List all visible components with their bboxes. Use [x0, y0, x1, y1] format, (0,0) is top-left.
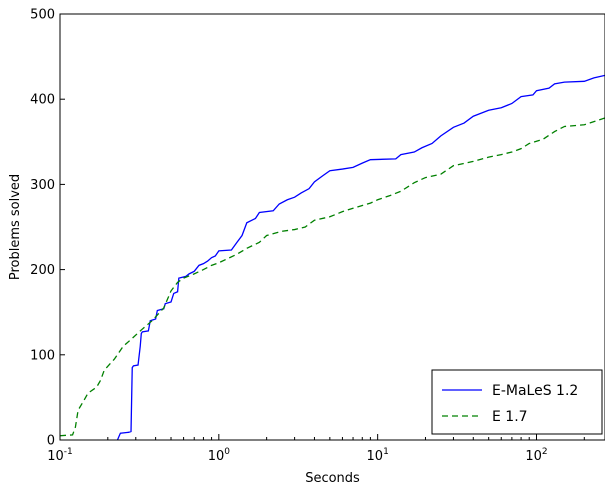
x-tick-exponent: 0	[224, 447, 230, 457]
plot-lines	[59, 74, 605, 441]
x-tick-exponent: -1	[64, 447, 73, 457]
x-tick-label: 101	[367, 447, 389, 464]
series-line-1	[116, 74, 605, 441]
x-tick-label: 100	[208, 447, 231, 464]
x-tick-label: 10-1	[47, 447, 73, 464]
y-tick-label: 300	[30, 178, 55, 193]
x-tick-exponent: 2	[542, 447, 548, 457]
x-axis: 10-1 100 101 102	[47, 434, 585, 464]
plot-frame	[59, 13, 605, 441]
legend-label-2: E 1.7	[492, 409, 528, 425]
x-axis-label: Seconds	[305, 471, 360, 486]
legend-label-1: E-MaLeS 1.2	[492, 383, 578, 399]
x-tick-label: 102	[525, 447, 547, 464]
legend-box	[431, 369, 603, 435]
y-tick-label: 100	[30, 348, 55, 363]
y-axis: 0 100 200 300 400 500	[30, 8, 65, 449]
x-tick-exponent: 1	[383, 447, 389, 457]
y-tick-label: 0	[47, 434, 55, 449]
x-tick-base: 10	[367, 449, 384, 464]
y-axis-label: Problems solved	[8, 174, 23, 280]
legend: E-MaLeS 1.2 E 1.7	[431, 369, 603, 435]
y-tick-label: 500	[30, 8, 55, 23]
y-tick-label: 200	[30, 263, 55, 278]
x-tick-base: 10	[208, 449, 225, 464]
x-tick-base: 10	[525, 449, 542, 464]
x-tick-base: 10	[47, 449, 64, 464]
series-line-2	[59, 117, 605, 437]
y-tick-label: 400	[30, 93, 55, 108]
